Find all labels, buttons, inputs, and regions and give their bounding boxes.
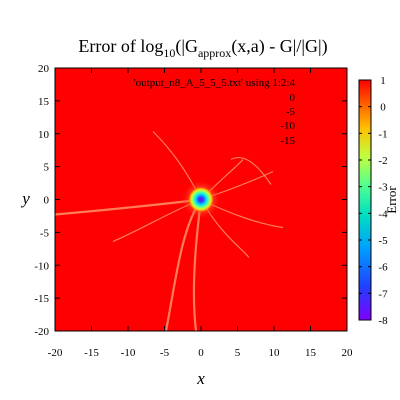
colorbar-tick-label: 0 bbox=[380, 102, 386, 114]
x-tick-label: -10 bbox=[121, 347, 136, 359]
y-tick-label: -10 bbox=[34, 260, 49, 272]
y-tick-label: 10 bbox=[38, 129, 50, 141]
x-tick-label: 10 bbox=[269, 347, 281, 359]
chart-title: Error of log10(|Gapprox(x,a) - G|/|G|) bbox=[78, 36, 327, 60]
y-tick-label: -20 bbox=[34, 326, 49, 338]
key-level-1: -5 bbox=[286, 106, 296, 118]
y-tick-label: 5 bbox=[44, 162, 50, 174]
y-tick-label: 15 bbox=[38, 96, 50, 108]
plot-area bbox=[55, 68, 347, 331]
y-tick-label: 20 bbox=[38, 63, 50, 75]
colorbar-tick-label: -8 bbox=[378, 315, 388, 327]
y-tick-label: 0 bbox=[44, 195, 50, 207]
error-filament bbox=[230, 157, 272, 185]
colorbar-label: Error bbox=[384, 186, 399, 214]
key-level-2: -10 bbox=[280, 120, 295, 132]
error-minimum-core bbox=[188, 186, 214, 213]
colorbar-tick-label: -1 bbox=[378, 128, 387, 140]
key-level-0: 0 bbox=[290, 92, 296, 104]
colorbar-tick-label: -7 bbox=[378, 288, 388, 300]
title-prefix: Error of log bbox=[78, 36, 163, 56]
x-tick-label: 5 bbox=[235, 347, 241, 359]
key-level-3: -15 bbox=[280, 135, 295, 147]
colorbar-tick-label: 1 bbox=[380, 75, 386, 87]
x-tick-label: 15 bbox=[305, 347, 317, 359]
title-suffix: (x,a) - G|/|G|) bbox=[231, 36, 327, 57]
colorbar-tick-label: -5 bbox=[378, 235, 388, 247]
colorbar: 1 0 -1 -2 -3 -4 -5 -6 -7 -8 Error bbox=[358, 75, 399, 327]
title-base: 10 bbox=[163, 46, 175, 60]
colorbar-tick-label: -3 bbox=[378, 182, 388, 194]
colorbar-tick-label: -2 bbox=[378, 155, 387, 167]
key-title: 'output_n8_A_5_5_5.txt' using 1:2:4 bbox=[134, 77, 296, 89]
y-axis: -20 -15 -10 -5 0 5 10 15 20 bbox=[34, 63, 347, 338]
y-tick-label: -5 bbox=[40, 227, 50, 239]
colorbar-tick-label: -6 bbox=[378, 262, 388, 274]
x-tick-label: -15 bbox=[84, 347, 99, 359]
title-sub: approx bbox=[198, 46, 231, 60]
x-tick-label: 20 bbox=[342, 347, 354, 359]
title-mid: (|G bbox=[175, 36, 198, 57]
x-axis: -20 -15 -10 -5 0 5 10 15 20 bbox=[48, 68, 353, 359]
colorbar-gradient bbox=[358, 79, 372, 321]
x-tick-label: -20 bbox=[48, 347, 63, 359]
x-tick-label: -5 bbox=[160, 347, 170, 359]
key: 'output_n8_A_5_5_5.txt' using 1:2:4 0 -5… bbox=[134, 77, 296, 147]
x-axis-label: x bbox=[196, 369, 205, 388]
y-tick-label: -15 bbox=[34, 293, 49, 305]
y-axis-label: y bbox=[20, 189, 30, 208]
x-tick-label: 0 bbox=[198, 347, 204, 359]
colorbar-ticks: 1 0 -1 -2 -3 -4 -5 -6 -7 -8 bbox=[359, 75, 388, 327]
colorbar-tick-label: -4 bbox=[378, 208, 388, 220]
